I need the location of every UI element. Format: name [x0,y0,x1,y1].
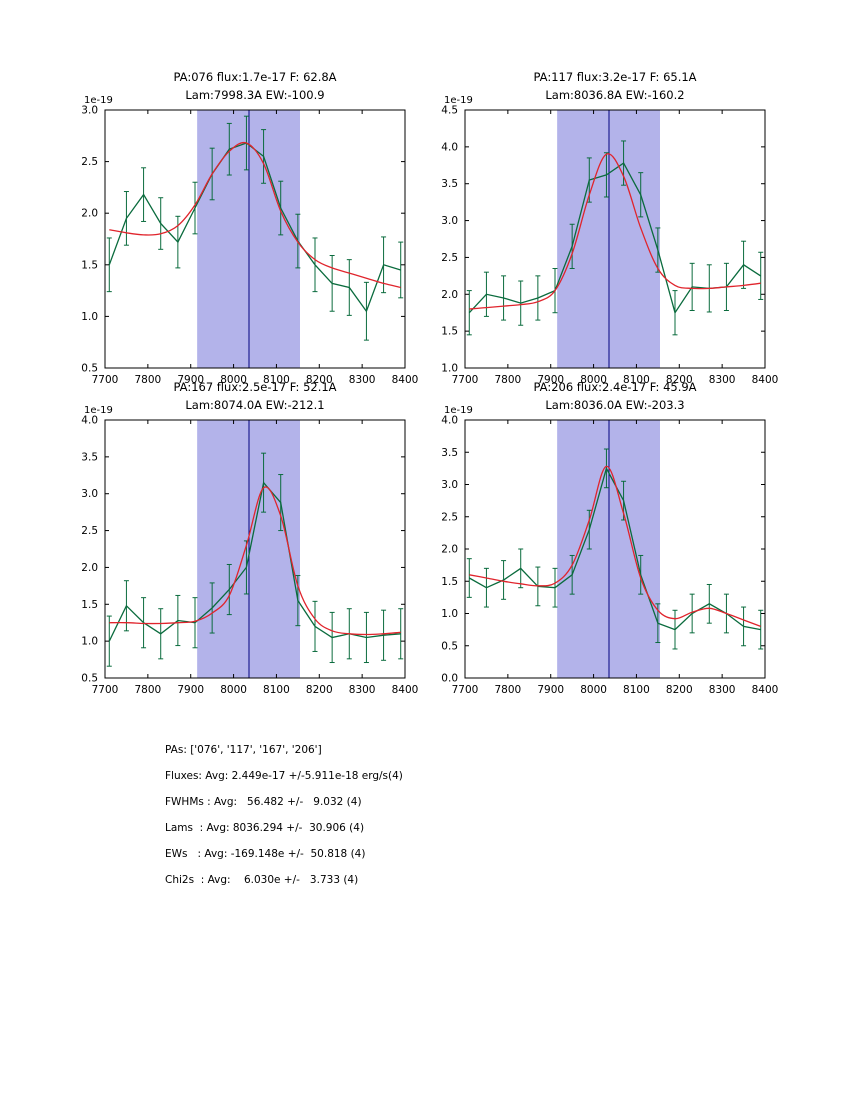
x-tick-label: 8000 [220,374,247,386]
subplot-title-line2: Lam:8074.0A EW:-212.1 [185,398,324,412]
y-tick-label: 1.5 [81,259,98,271]
y-tick-label: 2.0 [441,544,458,556]
y-tick-label: 3.0 [441,215,458,227]
y-tick-label: 4.0 [441,141,458,153]
x-tick-label: 8400 [392,684,419,696]
y-tick-label: 4.0 [441,415,458,427]
x-tick-label: 8300 [709,374,736,386]
axes-frame [464,109,766,369]
y-tick-label: 1.5 [441,576,458,588]
y-tick-label: 1.5 [441,326,458,338]
fit-line [469,465,761,628]
axes-frame [104,419,406,679]
y-tick-label: 2.0 [441,289,458,301]
y-tick-label: 3.5 [441,178,458,190]
subplot-title-line1: PA:117 flux:3.2e-17 F: 65.1A [533,70,696,84]
y-tick-label: 2.5 [81,525,98,537]
x-tick-label: 8300 [709,684,736,696]
axes-pa076: 7700 7800 7900 8000 8100 8200 8300 8400 0.5 1.0 1.… [81,105,418,387]
y-tick-label: 3.0 [81,105,98,117]
y-tick-label: 2.5 [441,511,458,523]
x-tick-label: 7900 [177,684,204,696]
y-tick-label: 1.0 [441,608,458,620]
x-tick-label: 8400 [752,374,779,386]
x-tick-label: 8200 [666,684,693,696]
x-tick-label: 7800 [494,684,521,696]
stats-lams: Lams : Avg: 8036.294 +/- 30.906 (4) [165,822,365,834]
y-tick-label: 2.5 [81,156,98,168]
axes-pa167: 7700 7800 7900 8000 8100 8200 8300 8400 0.5 1.0 1.… [81,415,418,697]
y-tick-label: 3.5 [441,447,458,459]
x-tick-label: 8200 [306,684,333,696]
x-tick-label: 7900 [537,374,564,386]
subplot-title-line1: PA:167 flux:2.5e-17 F: 52.1A [173,380,336,394]
subplot-pa167: PA:167 flux:2.5e-17 F: 52.1A Lam:8074.0A… [81,380,418,696]
x-tick-label: 7700 [92,374,119,386]
y-tick-label: 0.5 [81,673,98,685]
fit-line [109,486,401,636]
x-tick-label: 8300 [349,374,376,386]
y-tick-label: 2.5 [441,252,458,264]
subplot-title-line1: PA:206 flux:2.4e-17 F: 45.9A [533,380,696,394]
fit-line [469,153,761,310]
subplot-title-line2: Lam:8036.0A EW:-203.3 [545,398,684,412]
y-tick-label: 0.0 [441,673,458,685]
stats-chi2s: Chi2s : Avg: 6.030e +/- 3.733 (4) [165,874,359,886]
x-tick-label: 8100 [623,684,650,696]
x-tick-label: 8000 [580,684,607,696]
x-tick-label: 8000 [220,684,247,696]
y-tick-label: 4.5 [441,105,458,117]
fit-line [109,141,401,289]
x-tick-label: 8100 [263,684,290,696]
x-tick-label: 8100 [263,374,290,386]
subplot-title-line2: Lam:7998.3A EW:-100.9 [185,88,324,102]
axes-frame [104,109,406,369]
x-tick-label: 7800 [134,374,161,386]
stats-ews: EWs : Avg: -169.148e +/- 50.818 (4) [165,848,366,860]
x-tick-label: 8300 [349,684,376,696]
x-tick-label: 7700 [452,684,479,696]
y-tick-label: 1.5 [81,599,98,611]
x-tick-label: 7700 [92,684,119,696]
y-tick-label: 3.0 [81,488,98,500]
x-tick-label: 8000 [580,374,607,386]
y-tick-label: 4.0 [81,415,98,427]
y-tick-label: 0.5 [441,640,458,652]
y-tick-label: 2.0 [81,562,98,574]
subplot-pa206: PA:206 flux:2.4e-17 F: 45.9A Lam:8036.0A… [441,380,778,696]
x-tick-label: 8400 [392,374,419,386]
y-axis-offset-label: 1e-19 [444,95,473,106]
axes-pa117: 7700 7800 7900 8000 8100 8200 8300 8400 1.0 1.5 2.… [441,105,778,387]
axes-pa206: 7700 7800 7900 8000 8100 8200 8300 8400 0.0 0.5 1.… [441,415,778,697]
x-tick-label: 7800 [134,684,161,696]
y-axis-offset-label: 1e-19 [84,95,113,106]
stats-fwhms: FWHMs : Avg: 56.482 +/- 9.032 (4) [165,796,362,808]
y-tick-label: 0.5 [81,363,98,375]
stats-pas: PAs: ['076', '117', '167', '206'] [165,744,322,756]
x-tick-label: 7800 [494,374,521,386]
x-tick-label: 7900 [177,374,204,386]
y-axis-offset-label: 1e-19 [84,405,113,416]
stats-block: PAs: ['076', '117', '167', '206'] Fluxes… [165,737,403,893]
subplot-title-line2: Lam:8036.8A EW:-160.2 [545,88,684,102]
x-tick-label: 7700 [452,374,479,386]
y-tick-label: 1.0 [441,363,458,375]
x-tick-label: 8200 [306,374,333,386]
figure-canvas: PA:076 flux:1.7e-17 F: 62.8A Lam:7998.3A… [81,70,778,696]
x-tick-label: 8400 [752,684,779,696]
stats-fluxes: Fluxes: Avg: 2.449e-17 +/-5.911e-18 erg/… [165,770,403,782]
y-axis-offset-label: 1e-19 [444,405,473,416]
subplot-pa076: PA:076 flux:1.7e-17 F: 62.8A Lam:7998.3A… [81,70,418,386]
y-tick-label: 1.0 [81,636,98,648]
x-tick-label: 8100 [623,374,650,386]
y-tick-label: 3.5 [81,451,98,463]
x-tick-label: 8200 [666,374,693,386]
y-tick-label: 2.0 [81,208,98,220]
y-tick-label: 3.0 [441,479,458,491]
subplot-title-line1: PA:076 flux:1.7e-17 F: 62.8A [173,70,336,84]
x-tick-label: 7900 [537,684,564,696]
y-tick-label: 1.0 [81,311,98,323]
subplot-pa117: PA:117 flux:3.2e-17 F: 65.1A Lam:8036.8A… [441,70,778,386]
